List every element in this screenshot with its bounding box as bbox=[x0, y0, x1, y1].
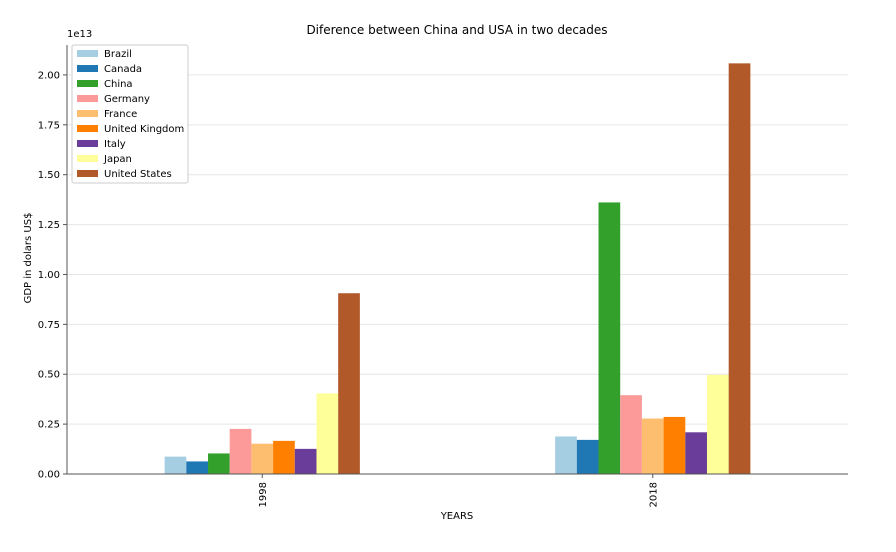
bar-italy-2018 bbox=[685, 432, 707, 474]
legend-swatch bbox=[77, 155, 98, 162]
legend-swatch bbox=[77, 65, 98, 72]
bar-china-1998 bbox=[208, 453, 230, 474]
bar-italy-1998 bbox=[294, 448, 317, 474]
legend-entry: Italy bbox=[104, 139, 126, 150]
legend-entry: Germany bbox=[104, 94, 150, 105]
legend-frame bbox=[71, 44, 189, 184]
bar-france-2018 bbox=[641, 418, 664, 474]
legend-swatch bbox=[77, 80, 98, 87]
y-tick-label: 0.00 bbox=[38, 470, 60, 481]
bar-france-1998 bbox=[251, 443, 274, 474]
legend-swatch bbox=[77, 125, 98, 132]
legend-entry: United States bbox=[104, 169, 172, 180]
legend-entry: Brazil bbox=[104, 49, 132, 60]
y-tick-label: 0.75 bbox=[38, 320, 60, 331]
legend-entry: Canada bbox=[104, 64, 142, 75]
legend-swatch bbox=[77, 50, 98, 57]
x-tick-label: 2018 bbox=[648, 482, 659, 507]
x-tick-label: 1998 bbox=[258, 482, 269, 507]
bar-canada-1998 bbox=[186, 461, 209, 474]
y-tick-label: 1.50 bbox=[38, 170, 60, 181]
bar-brazil-1998 bbox=[164, 456, 187, 474]
y-tick-label: 1.75 bbox=[38, 120, 60, 131]
bar-united-kingdom-1998 bbox=[273, 440, 295, 474]
bar-united-kingdom-2018 bbox=[663, 416, 686, 474]
legend-entry: Japan bbox=[103, 154, 132, 165]
legend-swatch bbox=[77, 140, 98, 147]
legend-swatch bbox=[77, 95, 98, 102]
bar-brazil-2018 bbox=[555, 436, 577, 474]
bar-united-states-1998 bbox=[338, 293, 360, 474]
x-ticks: 1998 2018 bbox=[258, 474, 659, 507]
legend: Brazil Canada China Germany France United Kin… bbox=[71, 44, 189, 184]
gridlines bbox=[67, 74, 848, 425]
bars bbox=[164, 63, 751, 474]
axes bbox=[66, 45, 848, 475]
bar-united-states-2018 bbox=[728, 63, 751, 474]
bar-japan-2018 bbox=[706, 374, 729, 474]
legend-swatch bbox=[77, 110, 98, 117]
legend-entry: France bbox=[104, 109, 137, 120]
chart-title: Diference between China and USA in two d… bbox=[306, 23, 607, 37]
legend-entry: United Kingdom bbox=[104, 124, 184, 135]
bar-germany-2018 bbox=[620, 395, 642, 474]
y-scale-label: 1e13 bbox=[67, 29, 92, 40]
x-axis-label: YEARS bbox=[440, 511, 474, 522]
bar-germany-1998 bbox=[229, 428, 252, 474]
legend-entry: China bbox=[104, 79, 133, 90]
bar-canada-2018 bbox=[576, 439, 599, 474]
y-tick-label: 0.25 bbox=[38, 420, 60, 431]
y-axis-label: GDP in dolars US$ bbox=[23, 213, 34, 304]
bar-japan-1998 bbox=[316, 393, 339, 474]
y-tick-label: 2.00 bbox=[38, 70, 60, 81]
bar-china-2018 bbox=[598, 202, 621, 474]
legend-swatch bbox=[77, 170, 98, 177]
y-tick-label: 1.25 bbox=[38, 220, 60, 231]
y-tick-label: 1.00 bbox=[38, 270, 60, 281]
y-ticks: 0.00 0.25 0.50 0.75 1.00 1.25 1.50 1.75 2.00 bbox=[38, 70, 67, 481]
y-tick-label: 0.50 bbox=[38, 370, 60, 381]
